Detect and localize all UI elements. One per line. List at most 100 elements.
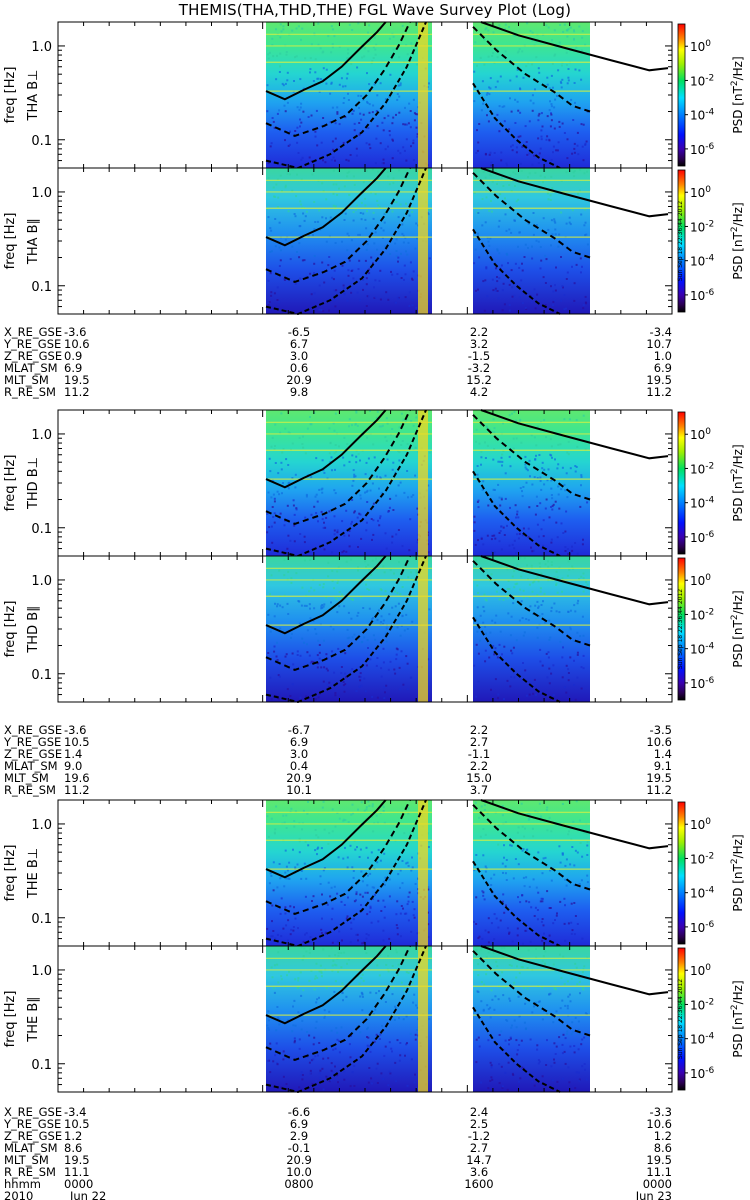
speckle bbox=[303, 541, 306, 544]
speckle bbox=[305, 695, 308, 698]
speckle bbox=[531, 1011, 534, 1014]
speckle bbox=[536, 909, 539, 911]
speckle bbox=[516, 934, 519, 937]
speckle bbox=[333, 429, 336, 432]
speckle bbox=[570, 932, 573, 935]
speckle bbox=[519, 588, 522, 591]
colorbar-tick-exp: -4 bbox=[705, 496, 714, 506]
speckle bbox=[500, 1065, 503, 1068]
speckle bbox=[268, 51, 271, 54]
speckle bbox=[336, 531, 339, 534]
speckle bbox=[341, 551, 344, 554]
speckle bbox=[512, 1074, 515, 1076]
speckle bbox=[307, 844, 310, 847]
speckle bbox=[550, 610, 553, 613]
speckle bbox=[409, 518, 412, 521]
speckle bbox=[493, 1008, 496, 1011]
speckle bbox=[330, 1029, 333, 1032]
colorbar-tick-exp: -4 bbox=[705, 254, 714, 264]
speckle bbox=[360, 95, 363, 97]
speckle bbox=[383, 821, 386, 824]
speckle bbox=[390, 1047, 393, 1050]
speckle bbox=[283, 821, 286, 824]
speckle bbox=[546, 890, 549, 893]
speckle bbox=[330, 159, 333, 162]
speckle bbox=[494, 647, 497, 650]
speckle bbox=[576, 445, 579, 448]
speckle bbox=[388, 130, 391, 132]
speckle bbox=[567, 995, 570, 998]
speckle bbox=[515, 151, 518, 154]
speckle bbox=[547, 26, 550, 29]
speckle bbox=[333, 515, 336, 518]
speckle bbox=[355, 147, 358, 150]
speckle bbox=[321, 518, 324, 521]
speckle bbox=[499, 504, 502, 507]
speckle bbox=[361, 880, 364, 883]
speckle bbox=[287, 210, 290, 213]
speckle bbox=[571, 549, 574, 552]
speckle bbox=[550, 285, 552, 288]
colorbar-tick-label: 10-6 bbox=[690, 676, 715, 691]
speckle bbox=[510, 675, 513, 678]
speckle bbox=[558, 120, 561, 123]
ephemeris-value: 9.0 bbox=[64, 759, 82, 773]
speckle bbox=[342, 85, 344, 88]
speckle bbox=[580, 484, 582, 487]
y-tick-label: 1.0 bbox=[31, 428, 52, 443]
speckle bbox=[340, 672, 343, 675]
speckle bbox=[519, 487, 522, 490]
speckle bbox=[277, 472, 280, 475]
speckle bbox=[336, 193, 339, 196]
speckle bbox=[579, 257, 582, 260]
speckle bbox=[288, 970, 290, 973]
speckle bbox=[346, 856, 349, 859]
speckle bbox=[369, 1050, 372, 1053]
speckle bbox=[373, 893, 376, 896]
speckle bbox=[402, 123, 405, 126]
speckle bbox=[516, 582, 519, 585]
speckle bbox=[266, 927, 269, 930]
speckle bbox=[366, 169, 368, 172]
speckle bbox=[549, 453, 552, 456]
ephemeris-value: -3.3 bbox=[650, 1105, 672, 1119]
spectrogram-block bbox=[266, 22, 432, 168]
speckle bbox=[314, 58, 317, 61]
speckle bbox=[325, 198, 328, 201]
speckle bbox=[285, 814, 288, 817]
ephemeris-value: 1.4 bbox=[64, 747, 82, 761]
speckle bbox=[273, 292, 276, 295]
speckle bbox=[279, 23, 282, 26]
speckle bbox=[381, 1025, 383, 1027]
speckle bbox=[538, 454, 541, 456]
speckle bbox=[282, 448, 285, 451]
speckle bbox=[269, 470, 272, 473]
speckle bbox=[523, 1021, 526, 1024]
speckle bbox=[565, 307, 567, 310]
speckle bbox=[338, 605, 341, 608]
speckle bbox=[367, 934, 370, 937]
speckle bbox=[334, 137, 337, 140]
speckle bbox=[478, 935, 481, 938]
speckle bbox=[480, 208, 483, 211]
speckle bbox=[306, 1031, 309, 1033]
speckle bbox=[586, 583, 589, 586]
speckle bbox=[351, 636, 354, 639]
speckle bbox=[289, 539, 292, 542]
speckle bbox=[487, 240, 490, 243]
speckle bbox=[336, 1038, 339, 1041]
speckle bbox=[275, 1029, 278, 1032]
speckle bbox=[531, 483, 534, 486]
speckle bbox=[577, 1048, 580, 1051]
ephemeris-row-name: X_RE_GSE bbox=[4, 1105, 62, 1119]
ephemeris-value: 3.7 bbox=[470, 783, 488, 797]
speckle bbox=[379, 142, 382, 145]
time-label-year: 2010 bbox=[4, 1189, 33, 1200]
speckle bbox=[367, 1081, 370, 1084]
speckle bbox=[384, 98, 387, 101]
speckle bbox=[310, 513, 313, 516]
speckle bbox=[388, 134, 391, 137]
time-label-hhmm: hhmm bbox=[4, 1177, 41, 1191]
speckle bbox=[397, 484, 400, 487]
